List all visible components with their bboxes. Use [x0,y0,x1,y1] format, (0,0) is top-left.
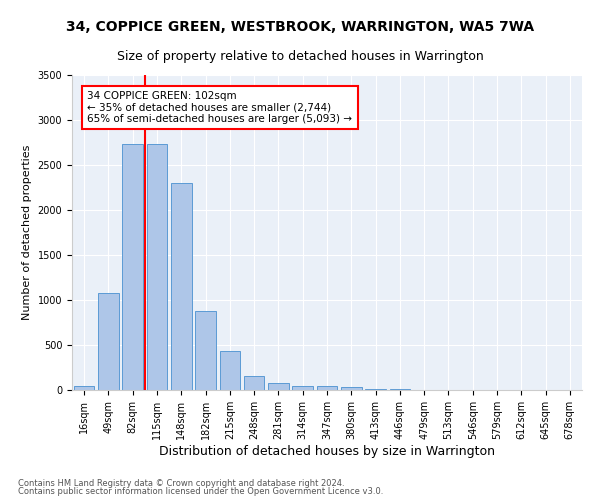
Bar [74,386,94,390]
Bar [268,383,289,390]
X-axis label: Distribution of detached houses by size in Warrington: Distribution of detached houses by size … [159,444,495,458]
Bar [317,386,337,390]
Bar [146,144,167,390]
Text: 34 COPPICE GREEN: 102sqm
← 35% of detached houses are smaller (2,744)
65% of sem: 34 COPPICE GREEN: 102sqm ← 35% of detach… [88,91,352,124]
Bar [341,388,362,390]
Bar [220,352,240,390]
Bar [171,183,191,390]
Bar [292,386,313,390]
Bar [389,389,410,390]
Text: Contains HM Land Registry data © Crown copyright and database right 2024.: Contains HM Land Registry data © Crown c… [18,478,344,488]
Bar [365,389,386,390]
Bar [195,311,216,390]
Bar [122,144,143,390]
Bar [98,293,119,390]
Bar [244,376,265,390]
Y-axis label: Number of detached properties: Number of detached properties [22,145,32,320]
Text: Contains public sector information licensed under the Open Government Licence v3: Contains public sector information licen… [18,487,383,496]
Text: 34, COPPICE GREEN, WESTBROOK, WARRINGTON, WA5 7WA: 34, COPPICE GREEN, WESTBROOK, WARRINGTON… [66,20,534,34]
Text: Size of property relative to detached houses in Warrington: Size of property relative to detached ho… [116,50,484,63]
